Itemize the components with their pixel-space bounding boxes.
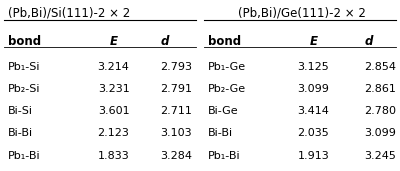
Text: 3.214: 3.214 xyxy=(98,62,130,72)
Text: 3.245: 3.245 xyxy=(364,150,396,161)
Text: Pb₁-Bi: Pb₁-Bi xyxy=(8,150,40,161)
Text: 2.780: 2.780 xyxy=(364,106,396,116)
Text: Bi-Ge: Bi-Ge xyxy=(208,106,238,116)
Text: Bi-Bi: Bi-Bi xyxy=(208,128,233,138)
Text: 3.125: 3.125 xyxy=(298,62,329,72)
Text: Pb₁-Ge: Pb₁-Ge xyxy=(208,62,246,72)
Text: (Pb,Bi)/Ge(111)-2 × 2: (Pb,Bi)/Ge(111)-2 × 2 xyxy=(238,7,366,20)
Text: bond: bond xyxy=(8,35,41,48)
Text: 2.123: 2.123 xyxy=(98,128,130,138)
Text: 3.099: 3.099 xyxy=(364,128,396,138)
Text: Pb₂-Ge: Pb₂-Ge xyxy=(208,84,246,94)
Text: Bi-Bi: Bi-Bi xyxy=(8,128,33,138)
Text: bond: bond xyxy=(208,35,241,48)
Text: Pb₁-Bi: Pb₁-Bi xyxy=(208,150,240,161)
Text: Pb₁-Si: Pb₁-Si xyxy=(8,62,40,72)
Text: Pb₂-Si: Pb₂-Si xyxy=(8,84,40,94)
Text: d: d xyxy=(160,35,169,48)
Text: E: E xyxy=(310,35,318,48)
Text: (Pb,Bi)/Si(111)-2 × 2: (Pb,Bi)/Si(111)-2 × 2 xyxy=(8,7,130,20)
Text: 2.854: 2.854 xyxy=(364,62,396,72)
Text: 3.414: 3.414 xyxy=(298,106,329,116)
Text: 3.601: 3.601 xyxy=(98,106,130,116)
Text: 1.833: 1.833 xyxy=(98,150,130,161)
Text: 3.099: 3.099 xyxy=(298,84,329,94)
Text: 3.231: 3.231 xyxy=(98,84,130,94)
Text: E: E xyxy=(110,35,118,48)
Text: 2.035: 2.035 xyxy=(298,128,329,138)
Text: 3.103: 3.103 xyxy=(160,128,192,138)
Text: 2.793: 2.793 xyxy=(160,62,192,72)
Text: d: d xyxy=(364,35,373,48)
Text: 1.913: 1.913 xyxy=(298,150,329,161)
Text: 2.791: 2.791 xyxy=(160,84,192,94)
Text: Bi-Si: Bi-Si xyxy=(8,106,33,116)
Text: 2.861: 2.861 xyxy=(364,84,396,94)
Text: 2.711: 2.711 xyxy=(160,106,192,116)
Text: 3.284: 3.284 xyxy=(160,150,192,161)
